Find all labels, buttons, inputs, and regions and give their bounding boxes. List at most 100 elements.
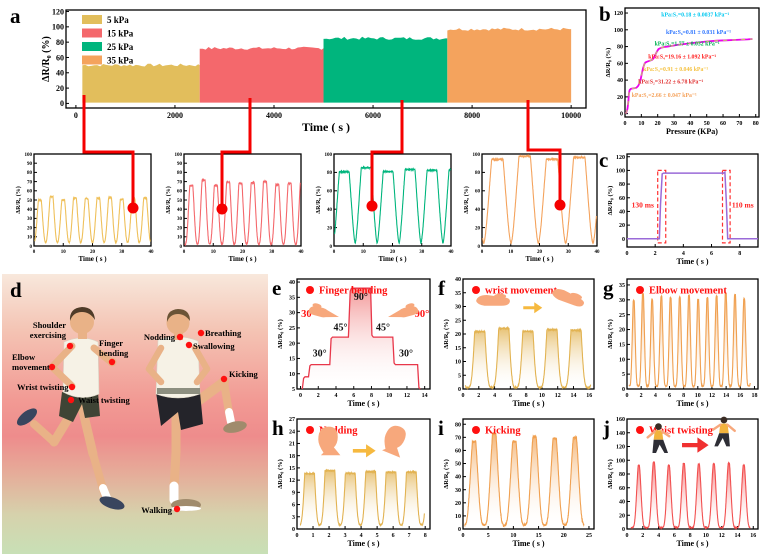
svg-text:0: 0 [478, 245, 481, 250]
finger-icon [308, 303, 339, 318]
svg-text:movement: movement [12, 362, 50, 372]
chart-a-svg: 0 2000 4000 6000 8000 10000 0 20 40 60 80 100 120 Tim… [41, 7, 587, 134]
svg-text:ΔR/R₀ (%): ΔR/R₀ (%) [463, 186, 470, 213]
svg-text:20: 20 [27, 226, 33, 231]
svg-text:0: 0 [60, 99, 64, 108]
panel-letter-h: h [272, 416, 284, 440]
head-icon [318, 426, 341, 456]
svg-text:10: 10 [211, 250, 217, 255]
svg-text:24: 24 [289, 429, 295, 435]
svg-text:90: 90 [177, 162, 183, 167]
svg-text:70: 70 [27, 180, 33, 185]
arrow-icon [682, 437, 709, 453]
svg-text:30°: 30° [301, 309, 316, 320]
svg-text:7: 7 [408, 533, 411, 539]
svg-text:Waist twisting: Waist twisting [78, 395, 130, 405]
svg-text:15 kPa: 15 kPa [107, 29, 134, 39]
svg-text:18: 18 [751, 393, 757, 399]
svg-text:35: 35 [455, 291, 461, 297]
svg-text:40: 40 [289, 280, 295, 286]
svg-text:0: 0 [626, 533, 629, 539]
svg-text:10: 10 [695, 393, 701, 399]
svg-text:120: 120 [614, 11, 623, 17]
svg-text:10: 10 [638, 121, 644, 127]
svg-text:60: 60 [327, 190, 333, 195]
svg-text:0: 0 [622, 527, 625, 533]
svg-text:30: 30 [119, 250, 125, 255]
svg-text:8: 8 [525, 393, 528, 399]
sensor-dot [197, 329, 205, 337]
svg-text:80: 80 [619, 182, 625, 188]
svg-text:0: 0 [622, 237, 625, 243]
svg-text:6: 6 [392, 533, 395, 539]
svg-text:27: 27 [289, 417, 295, 423]
svg-text:0: 0 [333, 250, 336, 255]
svg-text:60: 60 [619, 486, 625, 492]
svg-text:ΔR/R₀ (%): ΔR/R₀ (%) [607, 459, 614, 489]
svg-text:ΔR/R₀ (%): ΔR/R₀ (%) [443, 319, 450, 349]
svg-text:10: 10 [703, 533, 709, 539]
svg-text:16: 16 [586, 393, 592, 399]
svg-text:80: 80 [617, 45, 623, 51]
svg-text:ΔR/R₀ (%): ΔR/R₀ (%) [607, 319, 614, 349]
svg-text:9: 9 [292, 490, 295, 496]
svg-text:ΔR/R₀ (%): ΔR/R₀ (%) [277, 459, 284, 489]
panel-d-body-illustration: Shoulder exercising Finger bending Elbow move… [2, 274, 268, 554]
svg-text:40: 40 [455, 475, 461, 481]
svg-text:25: 25 [586, 533, 592, 539]
legend-swatch [82, 28, 102, 38]
svg-text:0: 0 [296, 533, 299, 539]
svg-text:50: 50 [27, 199, 33, 204]
svg-text:5: 5 [458, 373, 461, 379]
svg-text:0: 0 [481, 250, 484, 255]
panel-a-inset-25kpa-chart: 0 10 20 30 40 0 20 40 60 80 100 Time ( s ) ΔR/R₀ (%) [308, 148, 456, 272]
svg-text:30: 30 [177, 217, 183, 222]
sensor-dot [173, 505, 181, 513]
svg-text:0: 0 [626, 393, 629, 399]
svg-text:ΔR/R₀ (%): ΔR/R₀ (%) [277, 319, 284, 349]
svg-text:2: 2 [477, 393, 480, 399]
svg-text:40: 40 [327, 208, 333, 213]
sensor-dot [67, 396, 75, 404]
svg-text:12: 12 [289, 478, 295, 484]
svg-text:0: 0 [30, 245, 33, 250]
svg-text:20: 20 [619, 223, 625, 229]
svg-text:8: 8 [682, 393, 685, 399]
svg-text:10: 10 [455, 514, 461, 520]
svg-text:Elbow movement: Elbow movement [649, 286, 727, 297]
svg-text:40: 40 [619, 210, 625, 216]
dancer-icon [646, 423, 671, 453]
svg-text:6: 6 [292, 503, 295, 509]
svg-text:30°: 30° [399, 349, 413, 360]
head-icon [382, 425, 406, 458]
svg-text:20: 20 [390, 250, 396, 255]
svg-text:6: 6 [710, 251, 713, 257]
svg-text:Shoulder: Shoulder [33, 320, 66, 330]
chart-a1-svg: 0 10 20 30 40 0 10 20 30 40 50 60 70 80 90 100 Time ( s … [15, 153, 154, 263]
svg-text:20: 20 [90, 250, 96, 255]
svg-text:10: 10 [289, 372, 295, 378]
svg-text:Nodding: Nodding [144, 332, 176, 342]
svg-text:0: 0 [183, 250, 186, 255]
panel-a-inset-5kpa-chart: 0 10 20 30 40 0 10 20 30 40 50 60 70 80 90 100 Time ( s … [8, 148, 156, 272]
svg-text:Time ( s ): Time ( s ) [676, 399, 708, 408]
svg-text:Time ( s ): Time ( s ) [512, 539, 544, 548]
svg-text:12: 12 [404, 393, 410, 399]
svg-text:Time ( s ): Time ( s ) [228, 255, 257, 263]
panel-letter-f: f [438, 276, 445, 300]
svg-text:ΔR/R₀ (%): ΔR/R₀ (%) [41, 36, 52, 82]
svg-text:5: 5 [292, 387, 295, 393]
svg-text:Time ( s ): Time ( s ) [525, 255, 554, 263]
svg-text:0: 0 [626, 251, 629, 257]
svg-text:30: 30 [419, 250, 425, 255]
chart-b-svg: 0 10 20 30 40 50 60 70 80 0 20 40 60 80 100 120 Pressure… [605, 7, 760, 136]
svg-text:120: 120 [616, 155, 625, 161]
svg-text:5 kPa: 5 kPa [107, 15, 129, 25]
svg-text:kPa:S₃=0.91 ± 0.046 kPa⁻¹: kPa:S₃=0.91 ± 0.046 kPa⁻¹ [643, 67, 708, 73]
block-35-kPa [447, 27, 572, 103]
svg-text:Breathing: Breathing [205, 328, 242, 338]
sensor-dot [185, 341, 193, 349]
svg-text:35: 35 [289, 295, 295, 301]
svg-text:0: 0 [462, 393, 465, 399]
